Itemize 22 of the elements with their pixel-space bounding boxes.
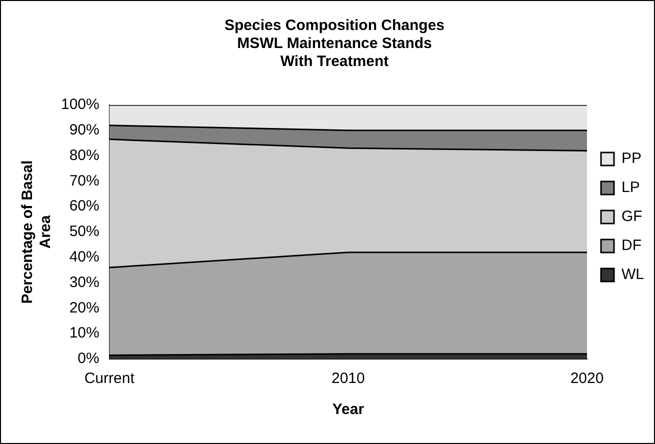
y-tick-label: 60% bbox=[69, 198, 100, 215]
legend-label: GF bbox=[622, 208, 642, 226]
chart-title: Species Composition Changes MSWL Maintenance Stands With Treatment bbox=[224, 17, 445, 70]
y-tick-label: 90% bbox=[69, 122, 100, 139]
y-tick-label: 70% bbox=[69, 172, 100, 190]
y-tick-label: 100% bbox=[60, 96, 100, 114]
y-tick-label: 20% bbox=[69, 299, 100, 316]
legend-label: LP bbox=[622, 179, 640, 196]
y-tick-label: 50% bbox=[69, 223, 100, 240]
y-tick-label: 40% bbox=[69, 248, 100, 266]
y-tick-label: 30% bbox=[69, 274, 100, 291]
x-tick-label: 2020 bbox=[570, 370, 604, 388]
y-tick-label: 0% bbox=[78, 350, 100, 368]
x-axis-title: Year bbox=[332, 401, 364, 418]
legend-label: PP bbox=[622, 150, 642, 168]
legend-label: WL bbox=[622, 266, 644, 284]
x-tick-label: Current bbox=[84, 370, 136, 388]
legend-label: DF bbox=[622, 237, 642, 254]
y-tick-label: 10% bbox=[69, 324, 100, 342]
y-tick-label: 80% bbox=[69, 146, 100, 164]
x-tick-label: 2010 bbox=[331, 370, 365, 388]
y-axis-title: Percentage of Basal Area bbox=[19, 160, 54, 304]
